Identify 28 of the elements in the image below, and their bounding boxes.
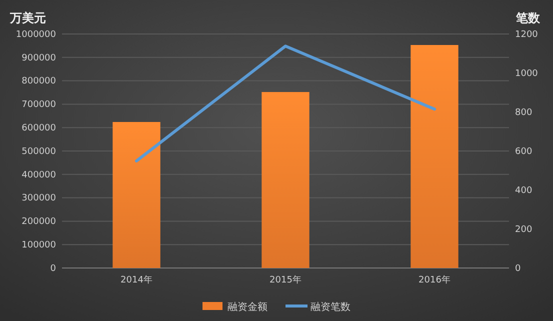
y-tick-label: 600000 — [22, 123, 56, 134]
bar — [112, 122, 160, 268]
y2-tick-label: 400 — [515, 186, 532, 196]
y2-tick-label: 0 — [515, 264, 521, 274]
y2-tick-label: 1000 — [515, 68, 538, 79]
y-tick-label: 0 — [50, 264, 56, 274]
y-axis-title: 万美元 — [9, 11, 46, 25]
x-tick-label: 2016年 — [418, 274, 450, 286]
y-tick-label: 700000 — [22, 100, 56, 110]
y2-tick-label: 600 — [515, 146, 532, 157]
legend-label: 融资金额 — [228, 301, 268, 313]
y-tick-label: 400000 — [22, 170, 56, 180]
y-tick-label: 500000 — [22, 146, 56, 157]
y-tick-label: 900000 — [22, 53, 56, 64]
legend-label: 融资笔数 — [310, 301, 350, 313]
x-tick-label: 2014年 — [120, 274, 152, 286]
y2-tick-label: 1200 — [515, 30, 538, 40]
y-tick-label: 200000 — [22, 217, 56, 228]
bar — [410, 45, 458, 268]
y2-tick-label: 200 — [515, 224, 532, 235]
y-tick-label: 100000 — [22, 240, 56, 250]
y2-axis-title: 笔数 — [515, 11, 541, 25]
y-tick-label: 800000 — [22, 76, 56, 87]
x-tick-label: 2015年 — [270, 274, 302, 286]
y-tick-label: 1000000 — [16, 30, 56, 40]
bar — [262, 92, 310, 268]
y-tick-label: 300000 — [22, 194, 56, 204]
y2-tick-label: 800 — [515, 108, 532, 118]
